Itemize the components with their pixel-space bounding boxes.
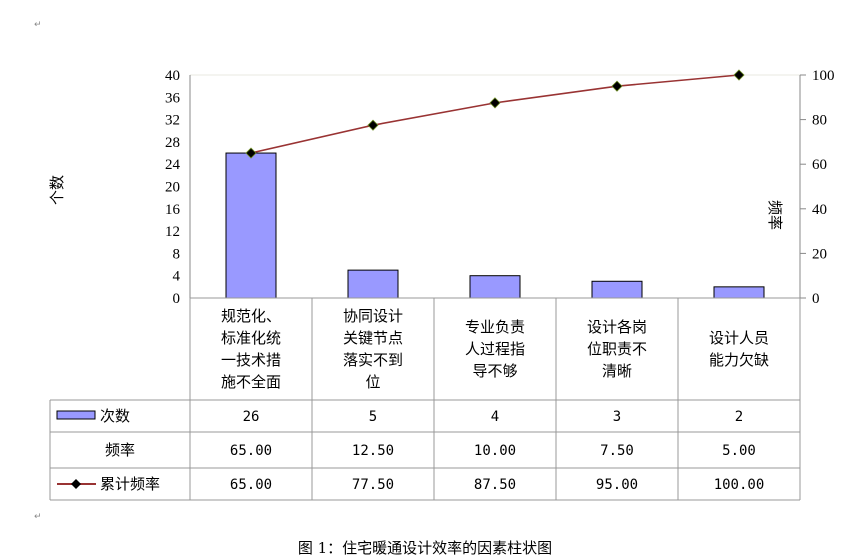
line-marker bbox=[733, 69, 745, 81]
table-cell: 95.00 bbox=[596, 477, 638, 493]
table-cell: 5.00 bbox=[722, 443, 756, 459]
category-label: 设计人员 bbox=[709, 329, 769, 347]
table-cell: 26 bbox=[243, 409, 260, 425]
legend-marker-swatch bbox=[71, 479, 81, 489]
bar bbox=[225, 152, 277, 299]
category-label: 导不够 bbox=[472, 362, 517, 380]
cumulative-line bbox=[250, 74, 740, 154]
table-cell: 65.00 bbox=[230, 477, 272, 493]
legend-bar-swatch bbox=[56, 410, 96, 420]
y-axis-label: 个数 bbox=[48, 175, 66, 205]
row-label: 频率 bbox=[105, 441, 135, 459]
pareto-chart: 0481216202428323640020406080100个数频率规范化、标… bbox=[48, 68, 835, 501]
y2-tick-label: 80 bbox=[812, 113, 827, 129]
line-marker bbox=[611, 80, 623, 92]
table-cell: 12.50 bbox=[352, 443, 394, 459]
table-cell: 3 bbox=[613, 409, 621, 425]
category-label: 位 bbox=[365, 373, 380, 391]
legend-label: 次数 bbox=[100, 407, 130, 425]
paragraph-mark: ↵ bbox=[34, 512, 42, 522]
y-tick-label: 16 bbox=[165, 202, 181, 218]
line-marker bbox=[367, 119, 379, 131]
y2-tick-label: 20 bbox=[812, 246, 827, 262]
y-tick-label: 28 bbox=[165, 135, 180, 151]
y-tick-label: 36 bbox=[165, 90, 181, 106]
bar bbox=[347, 269, 399, 299]
category-label: 能力欠缺 bbox=[709, 351, 769, 369]
y-tick-label: 4 bbox=[173, 269, 181, 285]
table-cell: 87.50 bbox=[474, 477, 516, 493]
category-label: 一技术措 bbox=[221, 351, 281, 369]
line-marker bbox=[489, 97, 501, 109]
line-marker bbox=[245, 147, 257, 159]
table-cell: 77.50 bbox=[352, 477, 394, 493]
y2-axis-label: 频率 bbox=[766, 200, 784, 230]
table-cell: 100.00 bbox=[714, 477, 765, 493]
y2-tick-label: 40 bbox=[812, 202, 827, 218]
y-tick-label: 32 bbox=[165, 113, 180, 129]
category-label: 人过程指 bbox=[465, 340, 525, 358]
table-cell: 5 bbox=[369, 409, 377, 425]
table-cell: 65.00 bbox=[230, 443, 272, 459]
category-label: 设计各岗 bbox=[587, 318, 647, 336]
table-cell: 2 bbox=[735, 409, 743, 425]
category-label: 关键节点 bbox=[343, 329, 403, 347]
bar bbox=[469, 275, 521, 299]
y-tick-label: 24 bbox=[165, 157, 181, 173]
y2-tick-label: 60 bbox=[812, 157, 827, 173]
table-cell: 10.00 bbox=[474, 443, 516, 459]
category-label: 落实不到 bbox=[343, 351, 403, 369]
category-label: 专业负责 bbox=[465, 318, 525, 336]
category-label: 协同设计 bbox=[343, 307, 403, 325]
bar bbox=[591, 280, 643, 299]
y-tick-label: 8 bbox=[173, 246, 181, 262]
category-label: 施不全面 bbox=[221, 373, 281, 391]
paragraph-mark: ↵ bbox=[34, 20, 42, 30]
figure-caption: 图 1：住宅暖通设计效率的因素柱状图 bbox=[297, 539, 553, 557]
y-tick-label: 40 bbox=[165, 68, 180, 84]
y2-tick-label: 100 bbox=[812, 68, 835, 84]
y-tick-label: 0 bbox=[173, 291, 181, 307]
category-label: 规范化、 bbox=[221, 307, 281, 325]
y-tick-label: 20 bbox=[165, 180, 180, 196]
legend-label: 累计频率 bbox=[100, 475, 160, 493]
y-tick-label: 12 bbox=[165, 224, 180, 240]
category-label: 清晰 bbox=[602, 362, 632, 380]
bar bbox=[713, 286, 765, 299]
y2-tick-label: 0 bbox=[812, 291, 820, 307]
category-label: 位职责不 bbox=[587, 340, 647, 358]
table-cell: 4 bbox=[491, 409, 499, 425]
table-cell: 7.50 bbox=[600, 443, 634, 459]
category-label: 标准化统 bbox=[221, 329, 281, 347]
